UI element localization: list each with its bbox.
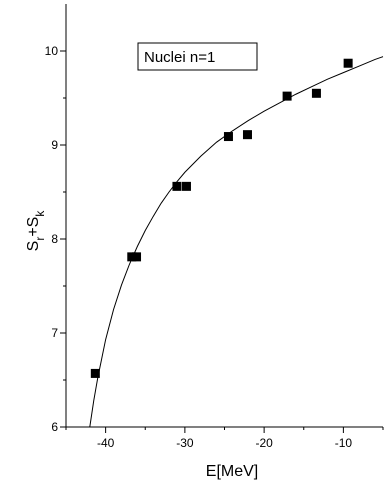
- fit-curve: [89, 56, 384, 428]
- y-axis-title-plus: +S: [25, 217, 42, 237]
- tick-labels: -40 -30 -20 -10 6 7 8 9 10: [45, 44, 353, 450]
- x-tick-label: -40: [97, 436, 115, 450]
- data-points: [90, 58, 353, 378]
- data-point: [90, 368, 100, 378]
- data-point: [242, 130, 252, 140]
- data-point: [172, 181, 182, 191]
- annotation-text: Nuclei n=1: [144, 49, 215, 66]
- y-tick-label: 9: [51, 138, 58, 152]
- x-tick-label: -10: [335, 436, 353, 450]
- data-point: [181, 181, 191, 191]
- y-axis-title-sub2: k: [33, 210, 47, 217]
- legend-box: Nuclei n=1: [137, 42, 258, 71]
- svg-text:Sr+Sk: Sr+Sk: [25, 210, 47, 252]
- data-point: [127, 252, 137, 262]
- data-point: [343, 58, 353, 68]
- y-axis-title: Sr+Sk: [25, 210, 47, 252]
- y-tick-label: 10: [45, 44, 59, 58]
- y-tick-label: 8: [51, 232, 58, 246]
- y-tick-label: 6: [51, 420, 58, 434]
- data-point: [132, 252, 142, 262]
- x-tick-label: -20: [255, 436, 273, 450]
- data-point: [223, 132, 233, 142]
- tick-marks: [60, 50, 384, 433]
- y-tick-label: 7: [51, 326, 58, 340]
- x-axis-title: E[MeV]: [206, 463, 258, 480]
- x-tick-label: -30: [176, 436, 194, 450]
- data-point: [282, 91, 292, 101]
- y-axis-title-main: S: [25, 241, 42, 252]
- y-axis-title-sub1: r: [33, 237, 47, 241]
- data-point: [311, 88, 321, 98]
